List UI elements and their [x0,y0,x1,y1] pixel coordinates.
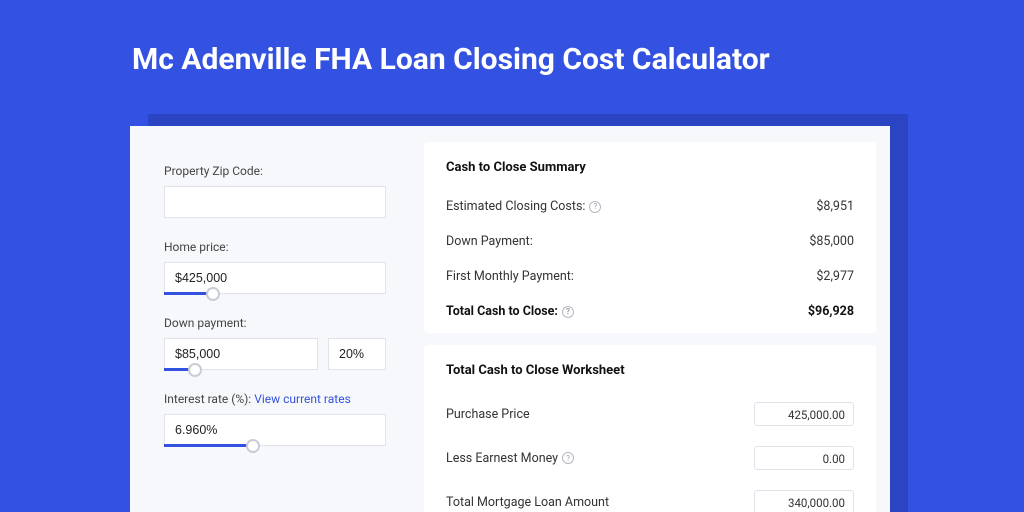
down-payment-pct-input[interactable] [328,338,386,370]
summary-row-first: First Monthly Payment: $2,977 [446,259,854,294]
slider-track [164,444,253,447]
worksheet-row-purchase: Purchase Price 425,000.00 [446,392,854,436]
summary-title: Cash to Close Summary [446,160,854,175]
down-payment-input[interactable] [164,338,318,370]
summary-panel: Cash to Close Summary Estimated Closing … [424,142,876,333]
home-price-label: Home price: [164,240,386,254]
home-price-slider[interactable] [164,262,386,294]
worksheet-label: Total Mortgage Loan Amount [446,495,609,510]
page-title: Mc Adenville FHA Loan Closing Cost Calcu… [0,0,1024,99]
worksheet-value[interactable]: 0.00 [754,446,854,470]
summary-row-dp: Down Payment: $85,000 [446,224,854,259]
rate-input[interactable] [164,414,386,446]
zip-field: Property Zip Code: [164,164,386,218]
inputs-column: Property Zip Code: Home price: Down paym… [130,126,410,512]
summary-label: Estimated Closing Costs:? [446,199,601,214]
summary-label: Down Payment: [446,234,533,249]
home-price-field: Home price: [164,240,386,294]
rate-field: Interest rate (%): View current rates [164,392,386,446]
home-price-input[interactable] [164,262,386,294]
help-icon[interactable]: ? [589,201,601,213]
zip-input[interactable] [164,186,386,218]
view-rates-link[interactable]: View current rates [254,392,351,406]
down-payment-label: Down payment: [164,316,386,330]
worksheet-label: Purchase Price [446,407,530,422]
help-icon[interactable]: ? [562,452,574,464]
down-payment-slider[interactable] [164,338,318,370]
summary-value: $85,000 [809,234,854,249]
summary-value: $2,977 [816,269,854,284]
slider-thumb[interactable] [188,363,202,377]
zip-label: Property Zip Code: [164,164,386,178]
summary-value: $8,951 [816,199,854,214]
calculator-card: Property Zip Code: Home price: Down paym… [130,126,890,512]
help-icon[interactable]: ? [562,306,574,318]
slider-thumb[interactable] [246,439,260,453]
summary-label: Total Cash to Close:? [446,304,574,319]
summary-row-total: Total Cash to Close:? $96,928 [446,294,854,329]
summary-value: $96,928 [808,304,854,319]
worksheet-row-earnest: Less Earnest Money? 0.00 [446,436,854,480]
slider-thumb[interactable] [206,287,220,301]
rate-label: Interest rate (%): [164,392,251,406]
worksheet-label: Less Earnest Money? [446,451,574,466]
summary-label: First Monthly Payment: [446,269,574,284]
summary-row-closing: Estimated Closing Costs:? $8,951 [446,189,854,224]
worksheet-row-mortgage: Total Mortgage Loan Amount 340,000.00 [446,480,854,512]
worksheet-title: Total Cash to Close Worksheet [446,363,854,378]
worksheet-value[interactable]: 425,000.00 [754,402,854,426]
rate-label-row: Interest rate (%): View current rates [164,392,386,406]
results-column: Cash to Close Summary Estimated Closing … [410,126,890,512]
rate-slider[interactable] [164,414,386,446]
worksheet-value[interactable]: 340,000.00 [754,490,854,512]
down-payment-field: Down payment: [164,316,386,370]
worksheet-panel: Total Cash to Close Worksheet Purchase P… [424,345,876,512]
